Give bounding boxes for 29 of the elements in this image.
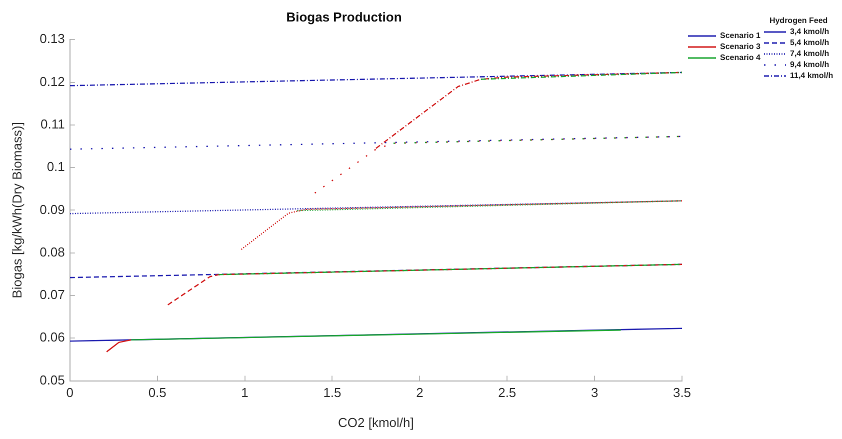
x-tick-label: 1.5	[323, 385, 342, 400]
text: 5,4 kmol/h	[790, 38, 830, 47]
y-tick-label: 0.07	[40, 287, 65, 302]
y-tick-label: 0.13	[40, 31, 65, 46]
y-tick-label: 0.11	[40, 116, 65, 132]
y-tick-label: 0.1	[46, 159, 65, 174]
y-tick-label: 0.05	[40, 372, 65, 388]
x-tick-label: 1	[241, 385, 248, 400]
text: 11,4 kmol/h	[790, 71, 834, 80]
legend-label: Scenario 3	[720, 42, 760, 51]
y-tick-label: 0.12	[40, 74, 65, 89]
chart-title: Biogas Production	[286, 9, 402, 24]
text: 7,4 kmol/h	[790, 49, 830, 58]
text: 3,4 kmol/h	[790, 27, 830, 36]
y-tick-label: 0.08	[40, 244, 65, 260]
x-tick-label: 2.5	[498, 385, 516, 400]
y-axis-title: Biogas [kg/kWh(Dry Biomass)]	[9, 122, 24, 298]
x-tick-label: 3	[590, 385, 598, 400]
text: 9,4 kmol/h	[790, 60, 830, 69]
legend-label: Scenario 1	[720, 31, 760, 40]
y-tick-label: 0.09	[40, 202, 65, 217]
x-axis-title: CO2 [kmol/h]	[338, 414, 414, 430]
y-tick-label: 0.06	[40, 330, 65, 345]
x-tick-label: 2	[416, 385, 424, 400]
legend-title: Hydrogen Feed	[768, 15, 829, 26]
x-tick-label: 0.5	[148, 385, 166, 400]
x-tick-label: 0	[66, 385, 74, 400]
x-tick-label: 3.5	[672, 385, 692, 400]
legend-label: Scenario 4	[720, 53, 760, 62]
